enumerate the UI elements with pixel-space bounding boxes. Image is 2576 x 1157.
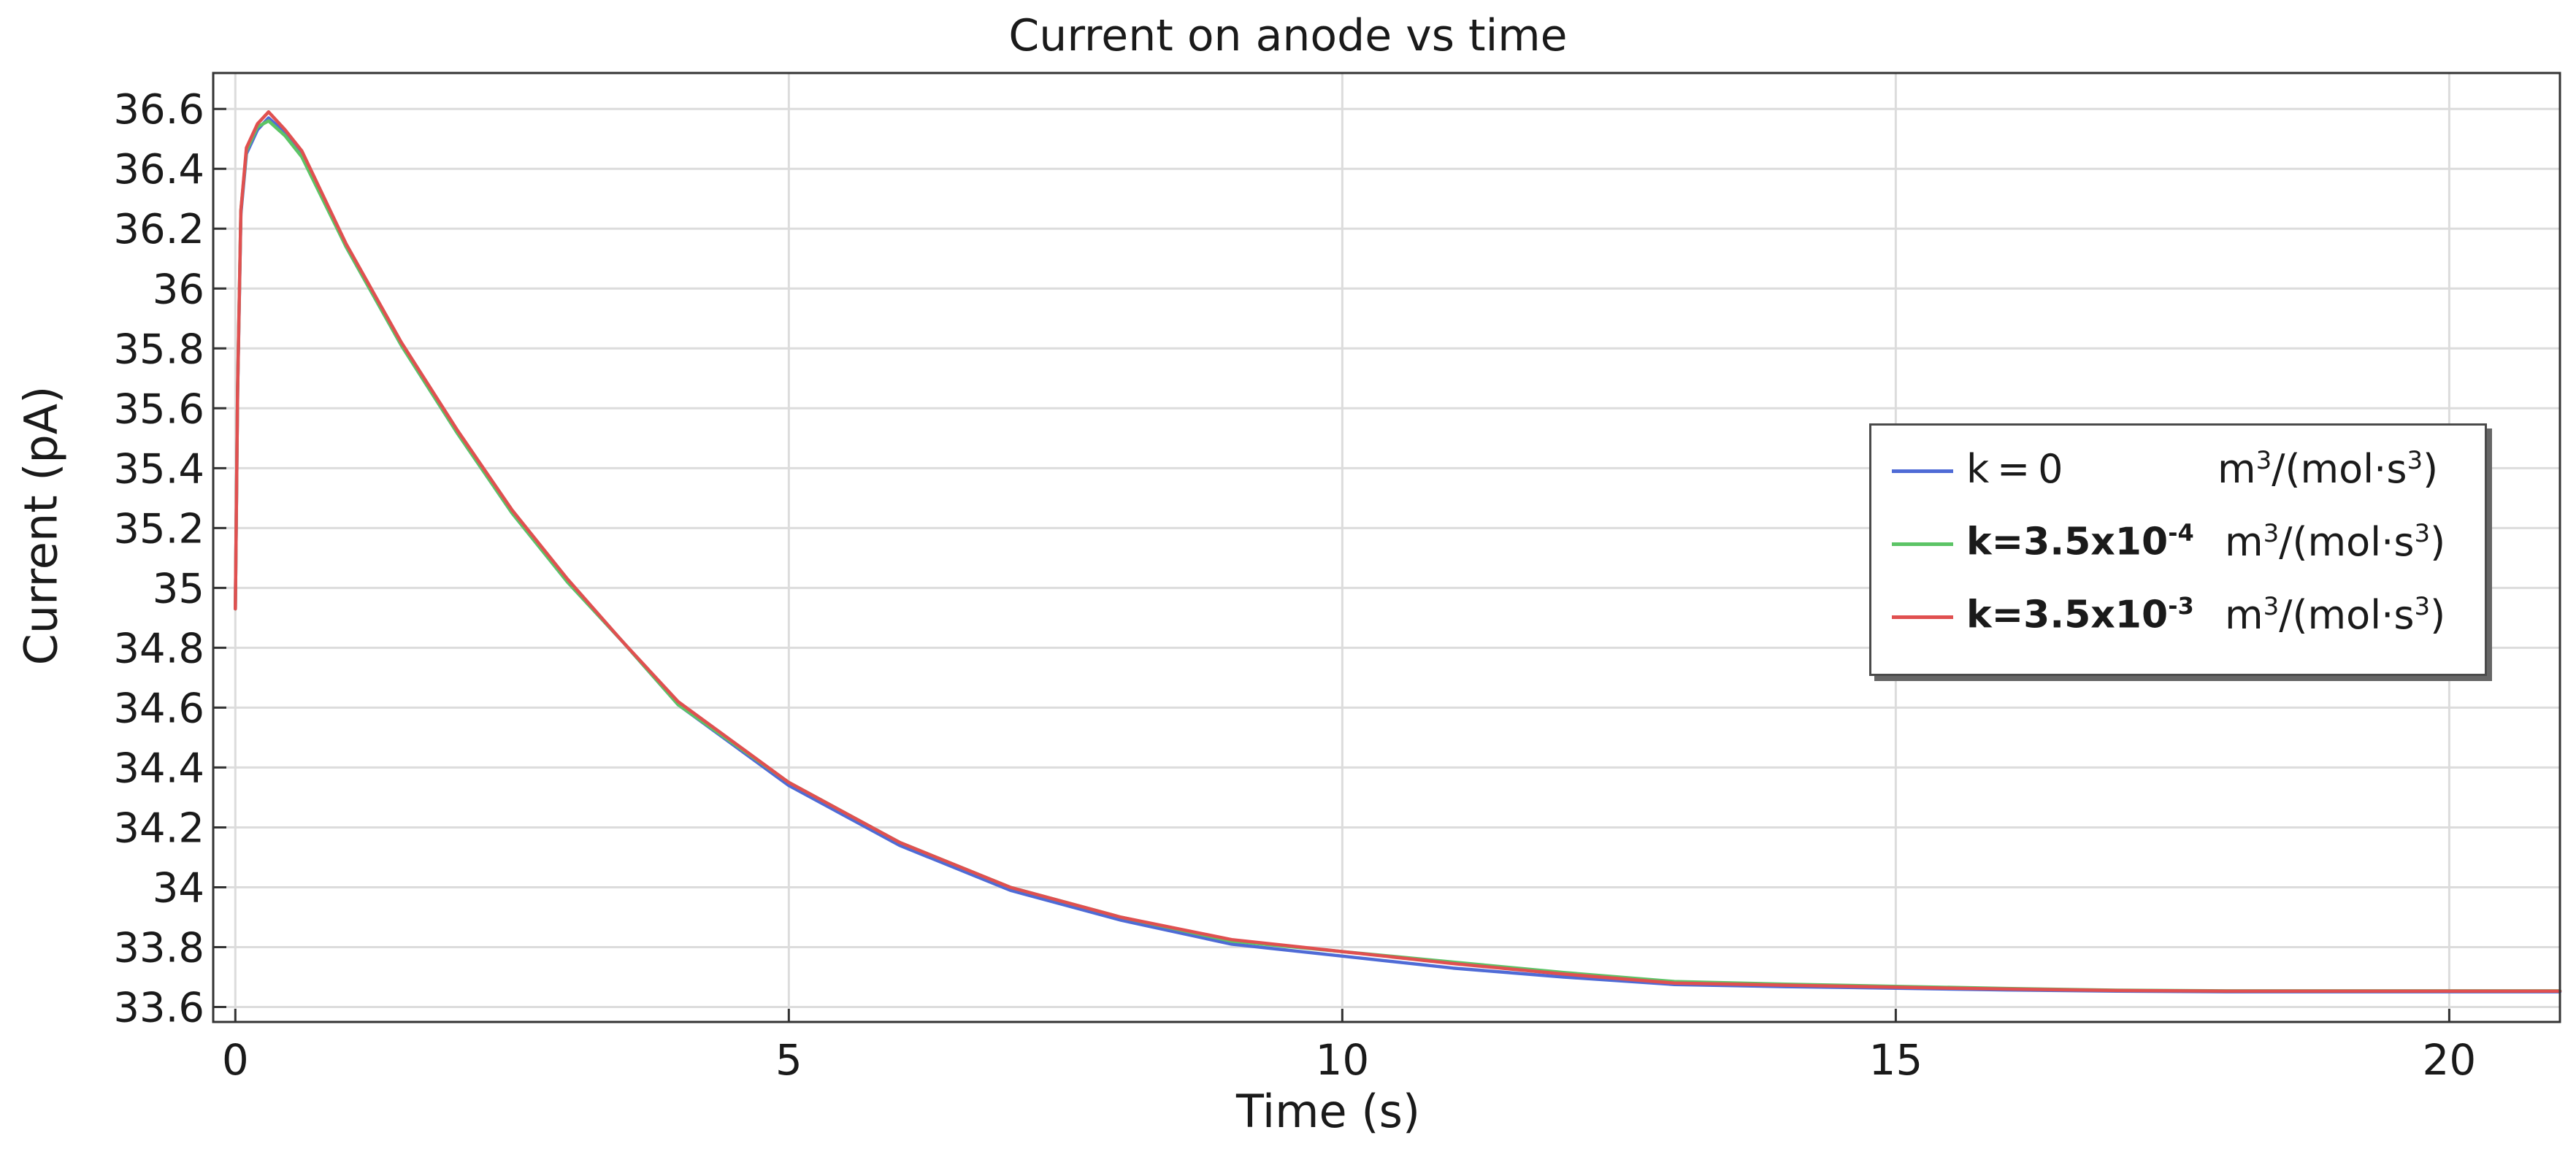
y-tick-label: 36.2 xyxy=(113,206,204,253)
legend-unit-k0: m3/(mol·s3) xyxy=(2217,446,2439,492)
legend: k = 0 m3/(mol·s3) k=3.5x10-4 m3/(mol·s3)… xyxy=(1869,423,2487,676)
axis-layer xyxy=(212,72,2561,1023)
tick-layer: 0 5 10 15 20 33.6 33.8 34 34.2 34.4 34.6 34.8 35 35.2… xyxy=(113,86,2476,1085)
x-tick-label: 20 xyxy=(2422,1035,2476,1085)
legend-unit-k3: m3/(mol·s3) xyxy=(2225,592,2446,638)
x-tick-label: 5 xyxy=(775,1035,802,1085)
y-tick-label: 35.6 xyxy=(113,385,204,433)
legend-label-k0: k = 0 xyxy=(1966,446,2063,492)
legend-label-k3: k=3.5x10-3 xyxy=(1966,592,2194,637)
legend-sup-k3: -3 xyxy=(2168,592,2194,620)
y-tick-label: 34 xyxy=(153,864,204,912)
legend-swatch-k3 xyxy=(1892,615,1953,619)
legend-unit-k4: m3/(mol·s3) xyxy=(2225,519,2446,565)
y-tick-label: 34.2 xyxy=(113,804,204,852)
legend-item-k0: k = 0 m3/(mol·s3) xyxy=(1871,439,2485,504)
y-tick-label: 35 xyxy=(153,565,204,612)
y-tick-label: 35.4 xyxy=(113,445,204,493)
y-tick-label: 35.2 xyxy=(113,505,204,553)
y-tick-label: 34.6 xyxy=(113,685,204,732)
legend-item-k4: k=3.5x10-4 m3/(mol·s3) xyxy=(1871,512,2485,577)
x-tick-label: 0 xyxy=(222,1035,249,1085)
y-tick-label: 34.8 xyxy=(113,625,204,672)
y-tick-label: 36.6 xyxy=(113,86,204,134)
y-tick-label: 34.4 xyxy=(113,745,204,792)
y-tick-label: 36.4 xyxy=(113,146,204,193)
legend-sup-k4: -4 xyxy=(2168,519,2194,547)
legend-item-k3: k=3.5x10-3 m3/(mol·s3) xyxy=(1871,585,2485,650)
legend-swatch-k0 xyxy=(1892,469,1953,473)
legend-swatch-k4 xyxy=(1892,542,1953,546)
plot-frame xyxy=(212,72,2561,1023)
y-tick-label: 35.8 xyxy=(113,326,204,373)
series-line-2 xyxy=(234,110,2562,993)
x-tick-label: 10 xyxy=(1315,1035,1369,1085)
x-axis-label: Time (s) xyxy=(1235,1085,1421,1138)
chart-title: Current on anode vs time xyxy=(1008,10,1568,61)
grid-layer xyxy=(213,73,2560,1022)
y-tick-label: 36 xyxy=(153,266,204,313)
series-layer xyxy=(234,110,2562,993)
x-tick-label: 15 xyxy=(1868,1035,1923,1085)
y-tick-label: 33.8 xyxy=(113,924,204,972)
legend-label-k4: k=3.5x10-4 xyxy=(1966,519,2194,564)
y-axis-label: Current (pA) xyxy=(14,385,68,666)
y-tick-label: 33.6 xyxy=(113,984,204,1031)
x-axis-label-wrap: Time (s) xyxy=(0,1085,2576,1138)
